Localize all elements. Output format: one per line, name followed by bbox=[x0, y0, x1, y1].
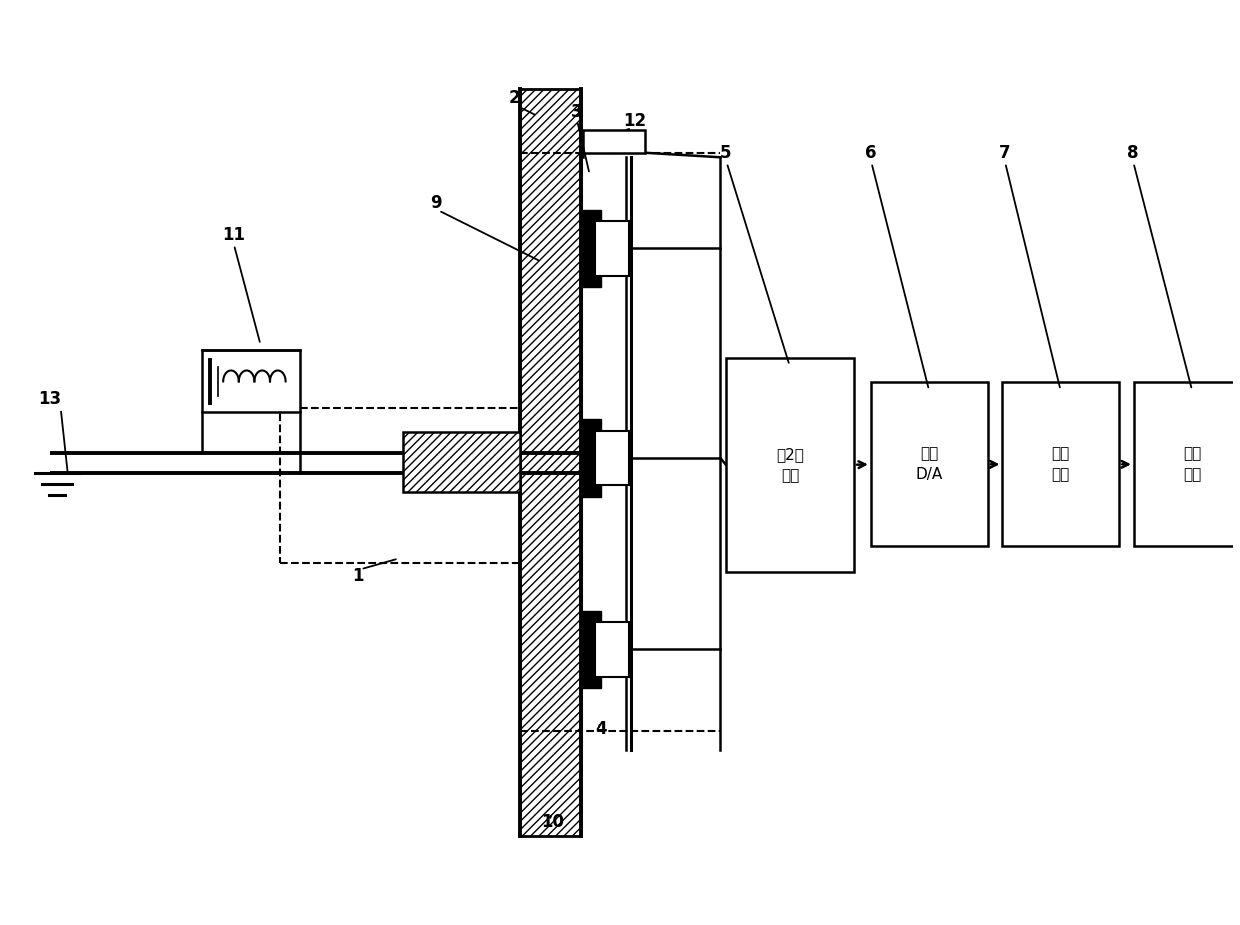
Text: 7: 7 bbox=[998, 143, 1011, 162]
Text: 3: 3 bbox=[570, 103, 583, 121]
Text: 13: 13 bbox=[37, 389, 61, 408]
Bar bbox=[403, 432, 520, 492]
Text: 4: 4 bbox=[595, 720, 606, 737]
Text: 5: 5 bbox=[720, 143, 732, 162]
Text: 2: 2 bbox=[508, 89, 520, 107]
Bar bbox=[520, 89, 582, 836]
Bar bbox=[582, 419, 601, 497]
Text: 1: 1 bbox=[352, 567, 363, 586]
Text: 放大
D/A: 放大 D/A bbox=[915, 447, 942, 482]
Text: 12: 12 bbox=[622, 112, 646, 130]
Bar bbox=[582, 210, 601, 287]
Bar bbox=[583, 130, 645, 153]
Text: 㚈2路
电路: 㚈2路 电路 bbox=[776, 447, 804, 483]
Bar bbox=[595, 622, 629, 676]
Bar bbox=[202, 351, 300, 413]
Bar bbox=[595, 431, 629, 486]
Bar bbox=[870, 382, 988, 547]
Bar bbox=[1002, 382, 1120, 547]
Text: 10: 10 bbox=[542, 813, 564, 832]
Text: 6: 6 bbox=[866, 143, 877, 162]
Bar bbox=[595, 221, 629, 276]
Bar bbox=[1133, 382, 1240, 547]
Bar bbox=[582, 610, 601, 688]
Text: 信号
处理: 信号 处理 bbox=[1052, 447, 1070, 482]
Text: 9: 9 bbox=[430, 194, 441, 212]
Text: 显示
保存: 显示 保存 bbox=[1183, 447, 1202, 482]
Bar bbox=[280, 408, 520, 562]
Text: 11: 11 bbox=[222, 226, 244, 243]
Bar bbox=[725, 358, 854, 572]
Text: 8: 8 bbox=[1127, 143, 1138, 162]
